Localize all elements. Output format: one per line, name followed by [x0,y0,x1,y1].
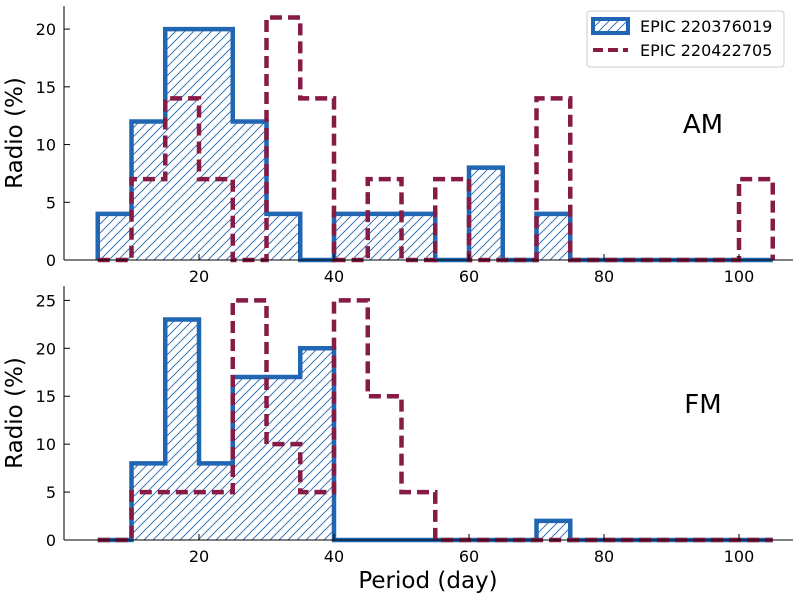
legend-frame [586,10,785,68]
ytick-label-fm-15: 15 [36,387,56,406]
bar-am-epic-220376019-bin-40 [334,213,368,260]
panel-fm-xlabel: Period (day) [358,568,497,594]
legend-label-epic-220376019: EPIC 220376019 [640,17,772,36]
ytick-label-fm-10: 10 [36,435,56,454]
ytick-label-fm-0: 0 [46,531,56,550]
bar-am-epic-220376019-bin-50 [401,213,436,260]
ytick-label-am-20: 20 [36,20,56,39]
ytick-label-am-5: 5 [46,193,56,212]
ytick-label-am-15: 15 [36,78,56,97]
bar-fm-epic-220376019-bin-35 [300,348,334,540]
panel-am: 20 40 60 80 100 0 5 10 15 20 AM Radio (%) [2,6,793,286]
bar-fm-epic-220376019-bin-20 [199,463,233,540]
bar-am-epic-220376019-bin-15 [165,29,199,260]
xtick-label-am-20: 20 [189,267,209,286]
legend: EPIC 220376019 EPIC 220422705 [586,10,785,68]
ytick-label-fm-5: 5 [46,483,56,502]
panel-fm-label: FM [684,390,721,420]
xtick-label-fm-80: 80 [594,547,614,566]
xtick-label-fm-20: 20 [189,547,209,566]
xtick-label-fm-100: 100 [724,547,755,566]
bar-am-epic-220376019-bin-30 [266,213,301,260]
bar-fm-epic-220376019-bin-15 [165,319,199,540]
xtick-label-fm-40: 40 [324,547,344,566]
ytick-label-fm-20: 20 [36,339,56,358]
bar-fm-epic-220376019-bin-30 [266,377,301,540]
bar-am-epic-220376019-bin-5 [97,213,132,260]
bar-am-epic-220376019-bin-25 [232,121,267,260]
ytick-label-am-10: 10 [36,136,56,155]
bar-fm-epic-220376019-bin-10 [131,463,166,540]
bar-fm-epic-220376019-bin-70 [536,520,571,540]
series-fm-epic-220422705 [97,298,773,543]
panel-fm: 20 40 60 80 100 0 5 10 15 20 25 FM Radio (%) Perio… [2,286,793,594]
ytick-label-fm-25: 25 [36,291,56,310]
bar-am-epic-220376019-bin-45 [367,213,402,260]
xtick-label-fm-60: 60 [459,547,479,566]
legend-swatch-epic-220376019 [591,17,630,35]
xtick-label-am-40: 40 [324,267,344,286]
legend-label-epic-220422705: EPIC 220422705 [640,41,772,60]
bar-fm-epic-220376019-bin-25 [232,377,267,540]
xtick-label-am-80: 80 [594,267,614,286]
ytick-label-am-0: 0 [46,251,56,270]
xtick-label-am-100: 100 [724,267,755,286]
bar-am-epic-220376019-bin-60 [469,167,503,260]
bar-am-epic-220376019-bin-20 [199,29,233,260]
bar-am-epic-220376019-bin-70 [536,213,571,260]
xtick-label-am-60: 60 [459,267,479,286]
panel-fm-ylabel: Radio (%) [2,357,28,469]
panel-am-ylabel: Radio (%) [2,77,28,189]
bar-am-epic-220376019-bin-10 [131,121,166,260]
panel-am-label: AM [683,110,723,140]
